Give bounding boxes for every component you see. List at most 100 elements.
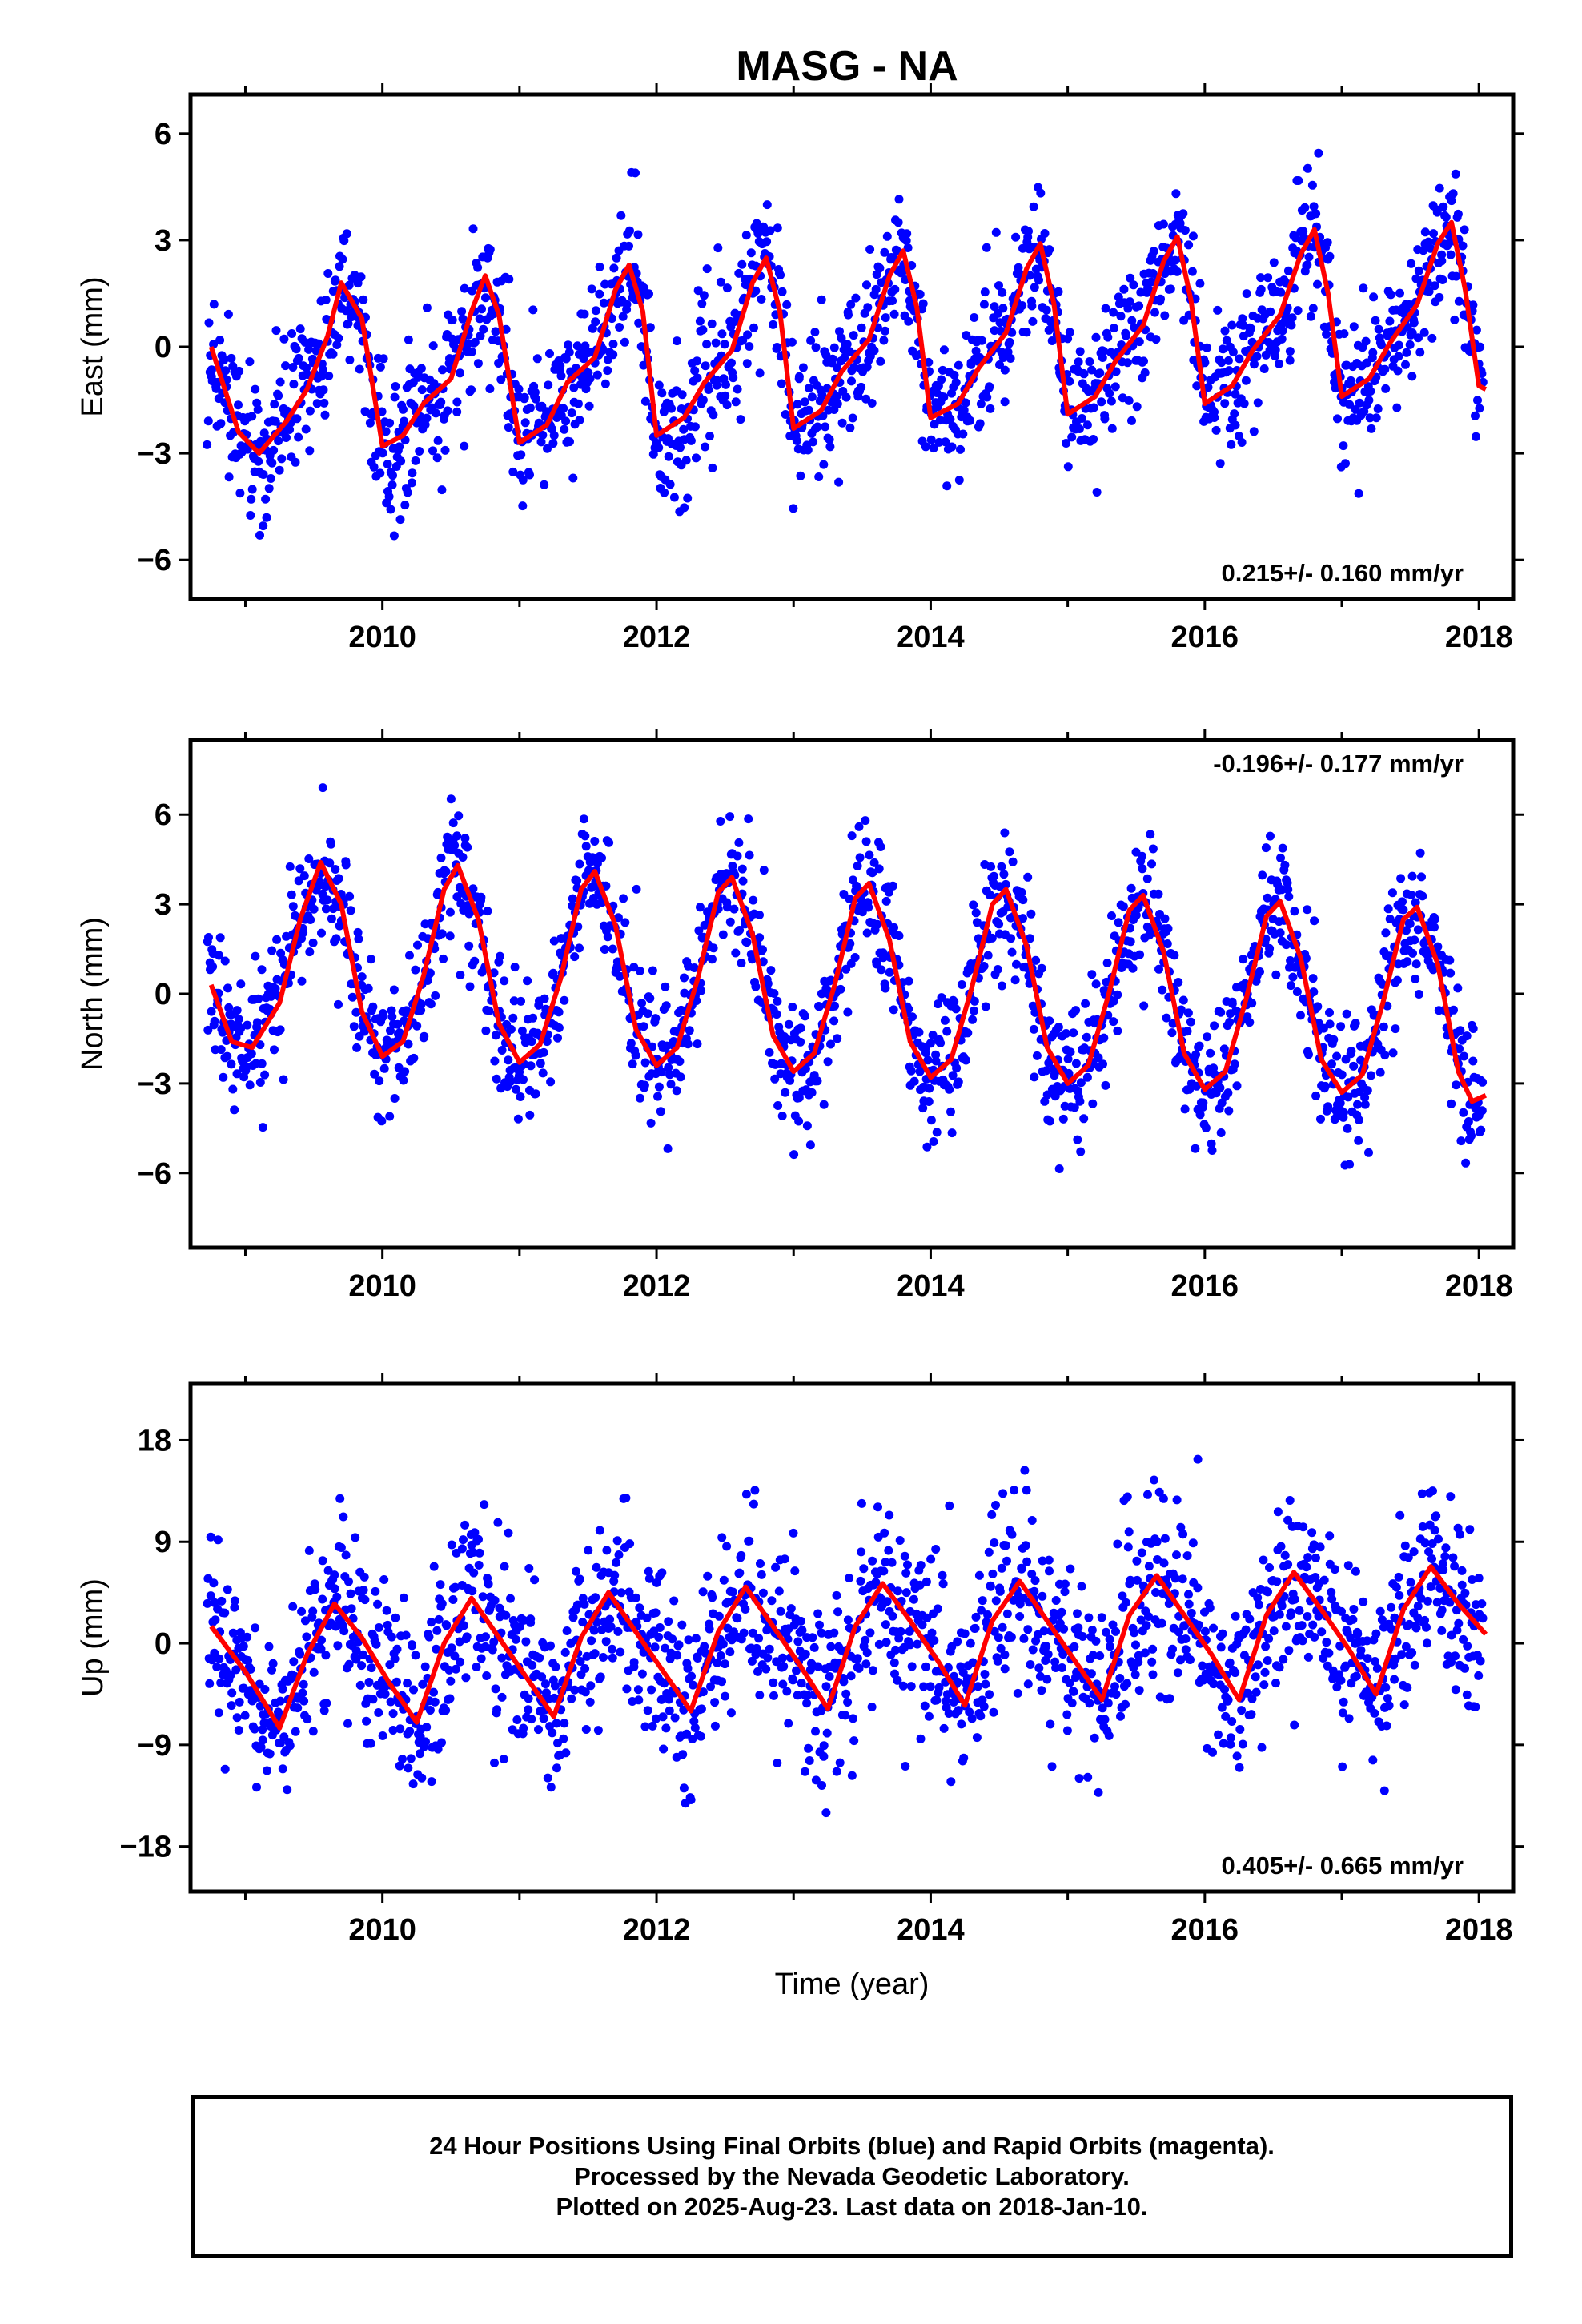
data-point [1405, 340, 1415, 349]
data-point [497, 1046, 507, 1055]
data-point [835, 1758, 845, 1767]
data-point [592, 1618, 602, 1627]
data-point [1277, 1601, 1287, 1610]
data-point [843, 1698, 853, 1707]
data-point [694, 926, 704, 935]
data-point [514, 384, 524, 394]
data-point [648, 1042, 657, 1051]
data-point [430, 1697, 440, 1707]
data-point [301, 424, 311, 434]
data-point [1345, 1160, 1355, 1169]
data-point [813, 1076, 822, 1086]
data-point [792, 1666, 801, 1675]
data-point [1227, 440, 1236, 449]
data-point [731, 397, 741, 407]
data-point [493, 1518, 503, 1527]
data-point [745, 850, 754, 860]
data-point [639, 1022, 648, 1031]
data-point [801, 1064, 810, 1074]
data-point [1322, 1638, 1331, 1647]
data-point [957, 1719, 966, 1729]
data-point [600, 945, 609, 954]
data-point [260, 1685, 270, 1694]
data-point [881, 1620, 890, 1630]
data-point [861, 837, 871, 846]
data-point [749, 895, 758, 905]
data-point [526, 1614, 536, 1624]
data-point [876, 842, 885, 851]
data-point [881, 1558, 890, 1567]
data-point [1047, 1762, 1057, 1771]
data-point [256, 1743, 266, 1752]
data-point [854, 1663, 864, 1673]
data-point [317, 928, 326, 938]
data-point [540, 1679, 550, 1689]
data-point [459, 1535, 468, 1545]
data-point [1247, 1694, 1257, 1703]
data-point [1364, 396, 1374, 405]
data-point [698, 396, 708, 404]
data-point [1213, 305, 1223, 315]
data-point [271, 416, 280, 426]
data-point [1075, 347, 1085, 356]
data-point [1218, 344, 1227, 354]
data-point [422, 413, 432, 423]
data-point [1045, 1016, 1054, 1026]
data-point [998, 1622, 1007, 1632]
data-point [245, 357, 255, 367]
data-point [479, 324, 488, 334]
data-point [1183, 1008, 1193, 1018]
data-point [219, 356, 229, 364]
data-point [506, 1594, 515, 1603]
data-point [485, 384, 495, 393]
data-point [793, 1691, 802, 1700]
data-point [969, 900, 978, 910]
data-point [305, 947, 315, 957]
data-point [689, 1680, 697, 1690]
data-point [931, 1050, 941, 1059]
data-point [995, 1586, 1005, 1596]
data-point [685, 1026, 694, 1035]
data-point [1216, 1128, 1226, 1137]
data-point [635, 1603, 644, 1613]
data-point [445, 1694, 455, 1703]
data-point [1417, 872, 1426, 882]
data-point [1023, 1625, 1033, 1634]
data-point [1415, 348, 1425, 357]
data-point [832, 1767, 841, 1776]
data-point [341, 1550, 351, 1560]
data-point [985, 382, 994, 392]
data-point [1074, 1623, 1083, 1633]
data-point [889, 1658, 899, 1667]
data-point [1149, 247, 1158, 256]
data-point [960, 1629, 970, 1638]
data-point [1223, 1088, 1233, 1098]
data-point [531, 1089, 540, 1099]
data-point [695, 316, 705, 326]
data-point [291, 1727, 300, 1736]
data-point [743, 330, 753, 340]
data-point [580, 341, 590, 351]
data-point [543, 1773, 552, 1783]
data-point [288, 902, 298, 911]
data-point [1180, 226, 1190, 235]
data-point [681, 456, 691, 465]
data-point [432, 1626, 442, 1635]
data-point [1214, 1730, 1223, 1739]
data-point [1219, 1044, 1229, 1054]
data-point [750, 1486, 760, 1495]
data-point [915, 289, 925, 299]
data-point [1027, 1570, 1037, 1578]
data-point [496, 375, 506, 384]
data-point [693, 1039, 702, 1049]
data-point [445, 907, 455, 917]
data-point [753, 1667, 762, 1676]
data-point [1065, 376, 1074, 386]
data-point [1230, 1059, 1239, 1069]
data-point [526, 1061, 536, 1071]
data-point [784, 1019, 793, 1029]
data-point [275, 1696, 285, 1706]
y-tick-label: 3 [155, 224, 171, 258]
data-point [230, 1596, 239, 1606]
data-point [542, 1037, 552, 1047]
